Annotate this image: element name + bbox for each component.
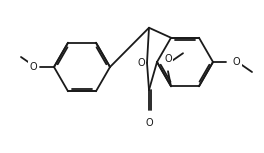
Text: O: O (29, 62, 37, 72)
Text: O: O (145, 118, 153, 128)
Text: O: O (137, 58, 145, 68)
Text: O: O (164, 54, 172, 64)
Text: O: O (233, 57, 241, 67)
